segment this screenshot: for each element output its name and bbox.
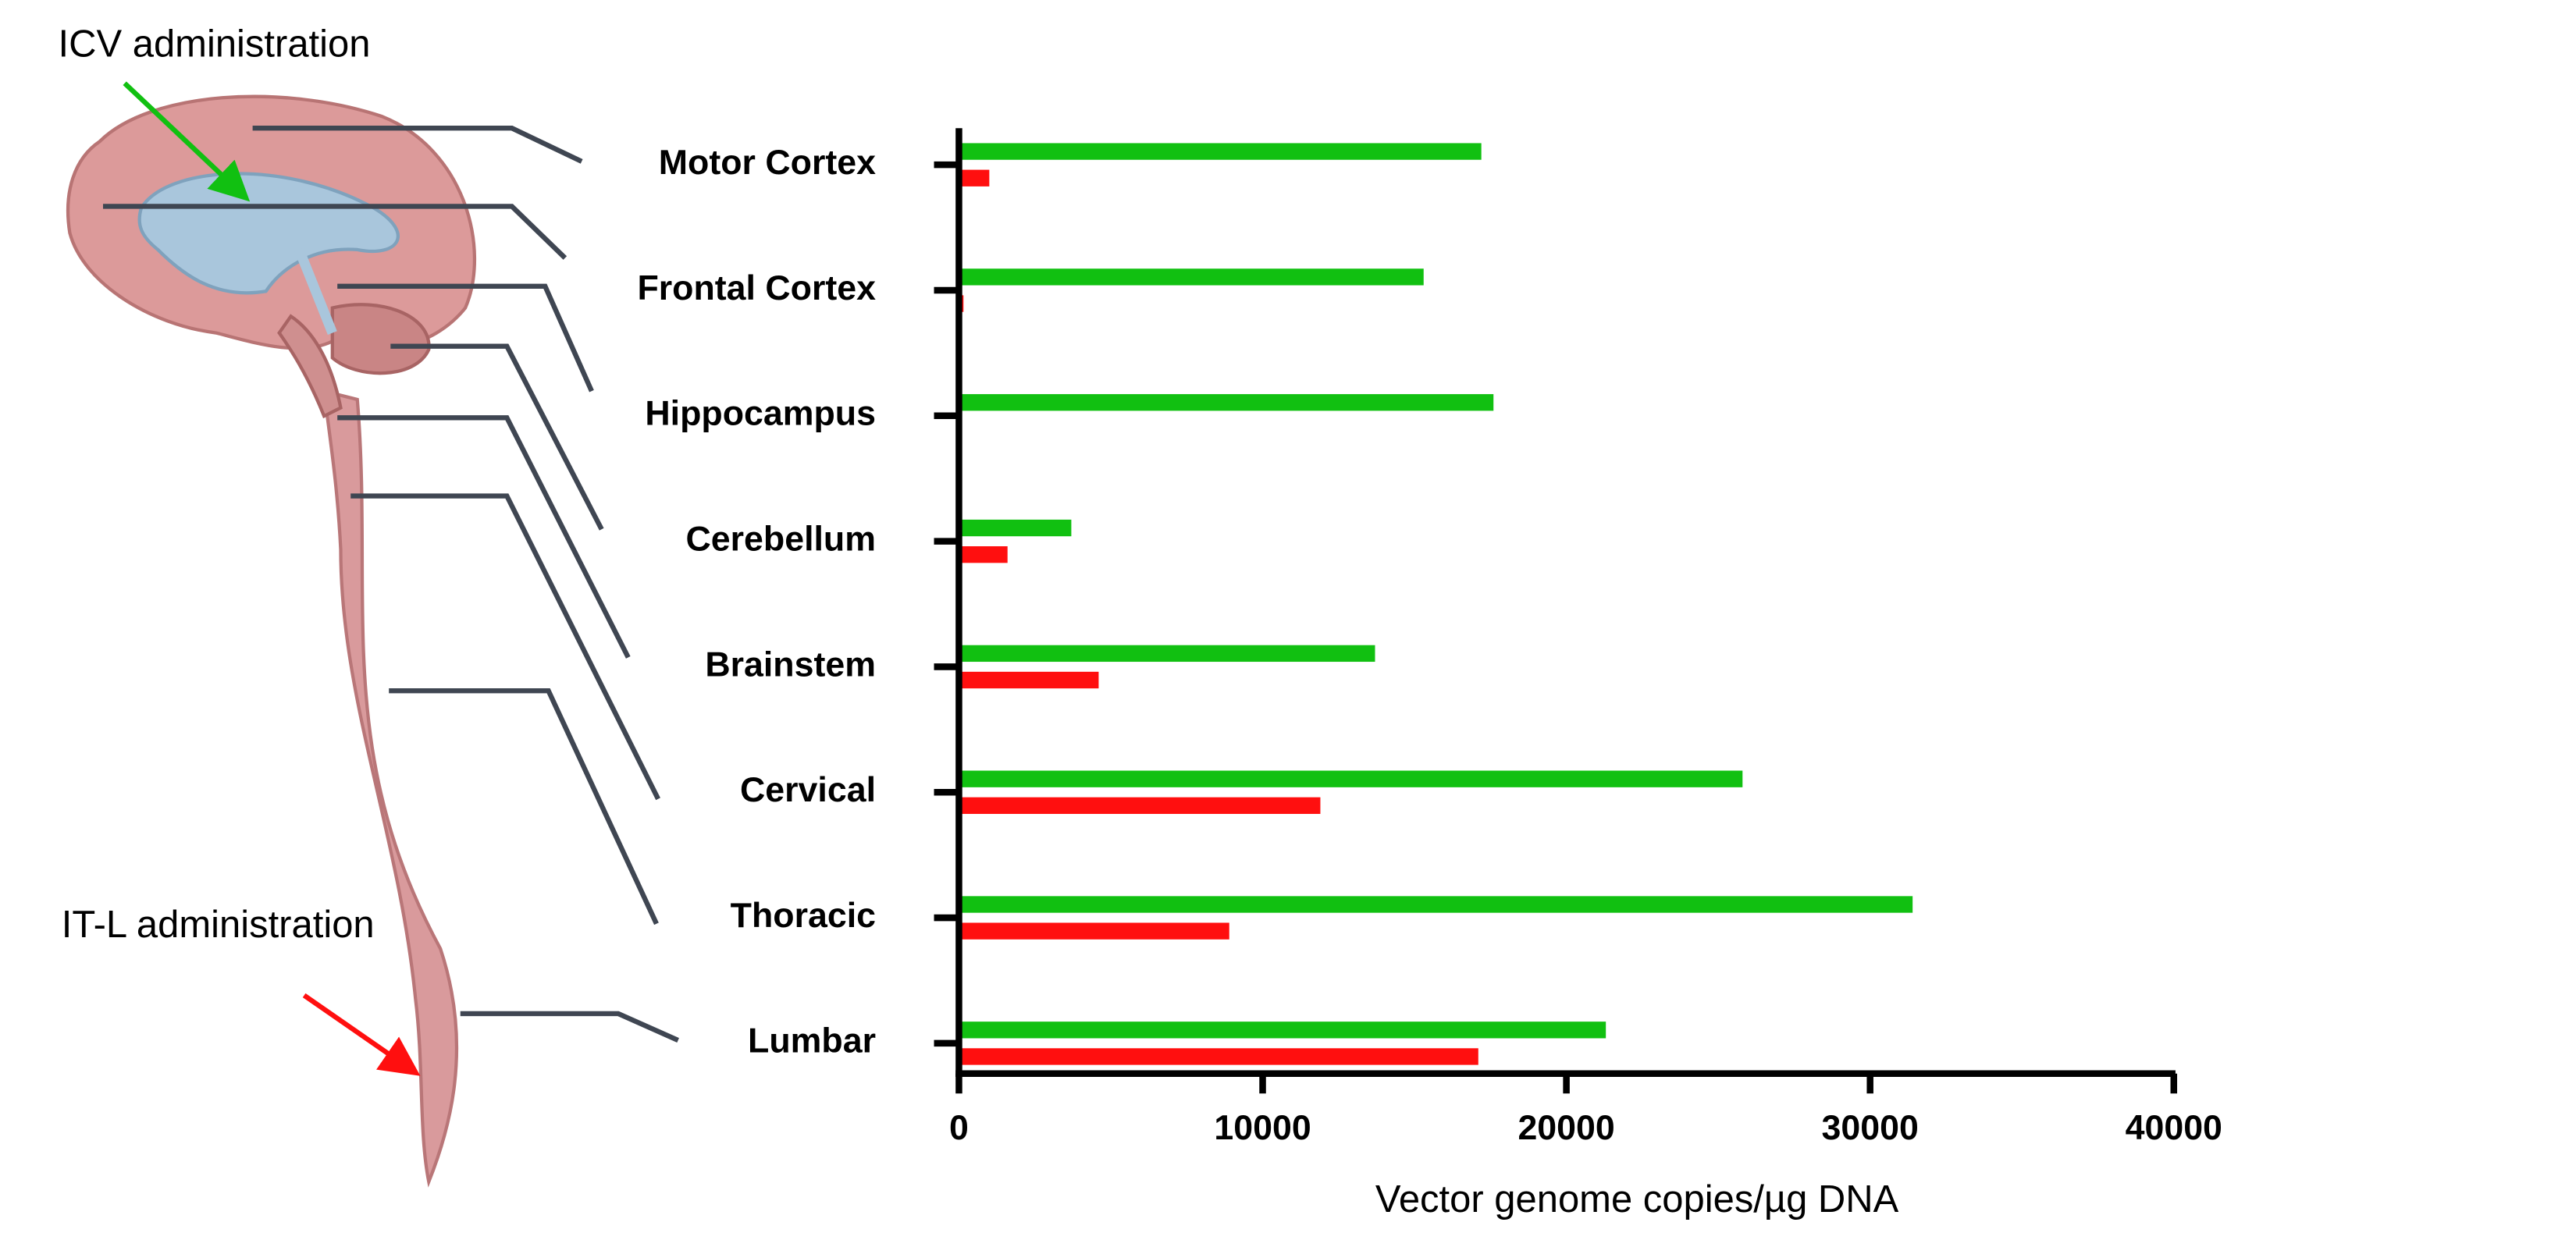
x-axis-label: Vector genome copies/µg DNA bbox=[1375, 1178, 1899, 1220]
category-label: Cervical bbox=[740, 770, 876, 809]
bar bbox=[959, 671, 1099, 689]
x-tick-label: 40000 bbox=[2126, 1108, 2222, 1147]
bar bbox=[959, 143, 1482, 160]
category-label: Lumbar bbox=[748, 1021, 876, 1061]
bar bbox=[959, 645, 1375, 663]
bar bbox=[959, 268, 1424, 286]
bar bbox=[959, 1048, 1478, 1065]
x-tick-label: 30000 bbox=[1822, 1108, 1919, 1147]
category-label: Thoracic bbox=[731, 896, 876, 935]
category-label: Cerebellum bbox=[685, 519, 876, 558]
bar bbox=[959, 770, 1743, 787]
annotation: ICV administration bbox=[59, 23, 371, 66]
annotation: IT-L administration bbox=[62, 904, 375, 946]
illustration bbox=[66, 81, 679, 1188]
bar bbox=[959, 519, 1072, 537]
category-label: Hippocampus bbox=[645, 394, 876, 433]
bar bbox=[959, 1021, 1606, 1039]
bar bbox=[959, 896, 1913, 913]
x-tick-label: 10000 bbox=[1214, 1108, 1311, 1147]
category-label: Motor Cortex bbox=[659, 143, 876, 182]
category-label: Brainstem bbox=[705, 645, 876, 684]
category-label: Frontal Cortex bbox=[637, 268, 876, 307]
bar bbox=[959, 546, 1008, 563]
bar bbox=[959, 394, 1494, 411]
bar bbox=[959, 797, 1321, 814]
bar bbox=[959, 169, 990, 187]
x-tick-label: 0 bbox=[949, 1108, 969, 1147]
bar bbox=[959, 922, 1229, 940]
x-tick-label: 20000 bbox=[1517, 1108, 1614, 1147]
